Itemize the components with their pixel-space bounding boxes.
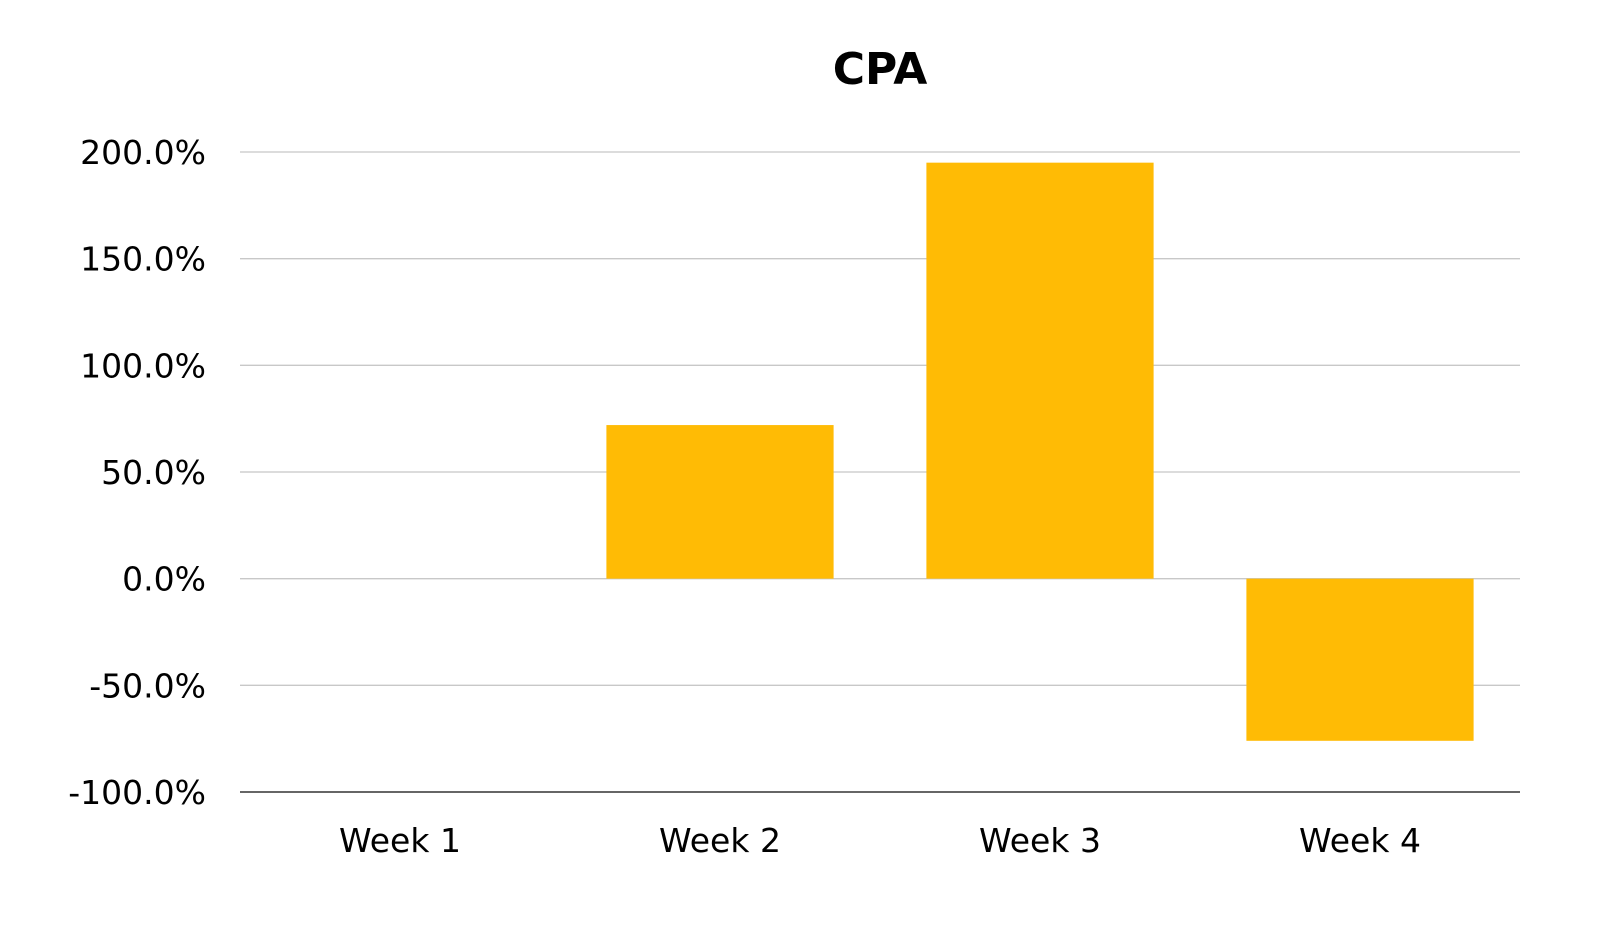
y-tick-label: 0.0%	[122, 560, 206, 599]
bars	[606, 162, 1474, 741]
x-tick-label: Week 3	[979, 821, 1101, 860]
y-tick-label: 50.0%	[101, 453, 206, 492]
bar-week-4	[1246, 578, 1474, 741]
y-tick-label: -100.0%	[68, 773, 206, 812]
y-tick-label: 100.0%	[80, 346, 206, 385]
gridlines	[240, 151, 1520, 686]
x-tick-label: Week 1	[339, 821, 461, 860]
bar-week-2	[606, 425, 834, 579]
x-tick-label: Week 4	[1299, 821, 1421, 860]
x-axis-ticks: Week 1 Week 2 Week 3 Week 4	[339, 821, 1421, 860]
y-axis-ticks: 200.0% 150.0% 100.0% 50.0% 0.0% -50.0% -100.0%	[68, 133, 206, 812]
y-tick-label: 200.0%	[80, 133, 206, 172]
x-tick-label: Week 2	[659, 821, 781, 860]
y-tick-label: 150.0%	[80, 240, 206, 279]
chart-title: CPA	[833, 44, 928, 95]
bar-week-3	[926, 162, 1154, 579]
y-tick-label: -50.0%	[89, 666, 206, 705]
